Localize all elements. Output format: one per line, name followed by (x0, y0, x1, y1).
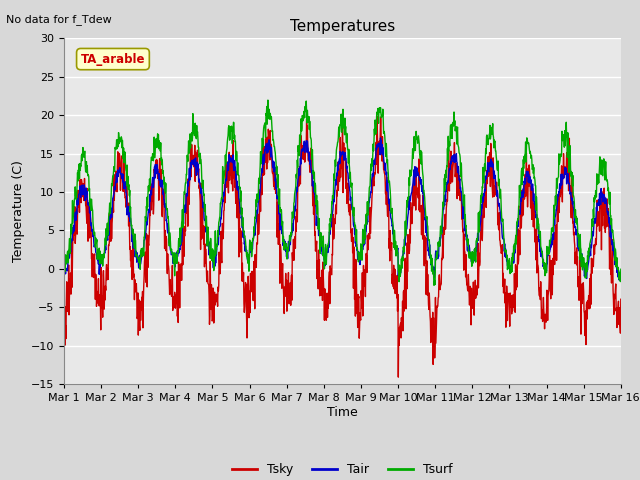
X-axis label: Time: Time (327, 406, 358, 419)
Tsurf (184, 158, 191, 164)
Tair (502, 254, 509, 260)
Tsurf (246, 243, 254, 249)
Tair (616, 278, 624, 284)
Text: No data for f_Tdew: No data for f_Tdew (6, 14, 112, 25)
Tsky (617, 296, 625, 302)
Tsurf (552, 193, 559, 199)
Tsky (552, 256, 559, 262)
Tair (377, 135, 385, 141)
Tsky (170, 303, 178, 309)
Tair (60, 268, 68, 274)
Tsky (184, 223, 191, 229)
Tsky (502, 316, 510, 322)
Tsurf (170, 264, 178, 269)
Tsky (394, 374, 402, 380)
Tair (617, 277, 625, 283)
Tair (184, 179, 191, 185)
Line: Tair: Tair (64, 138, 621, 281)
Tair (246, 249, 254, 255)
Tsurf (617, 266, 625, 272)
Tsky (339, 110, 346, 116)
Tsky (246, 310, 254, 315)
Tair (429, 264, 437, 270)
Tair (551, 215, 559, 220)
Tsurf (502, 251, 510, 256)
Legend: Tsky, Tair, Tsurf: Tsky, Tair, Tsurf (227, 458, 458, 480)
Line: Tsky: Tsky (64, 113, 621, 377)
Tsurf (429, 271, 437, 277)
Line: Tsurf: Tsurf (64, 100, 621, 285)
Tsurf (60, 267, 68, 273)
Tsky (60, 334, 68, 339)
Tsurf (430, 282, 438, 288)
Tsky (429, 315, 437, 321)
Y-axis label: Temperature (C): Temperature (C) (12, 160, 26, 262)
Tsurf (264, 97, 272, 103)
Title: Temperatures: Temperatures (290, 20, 395, 35)
Tair (170, 260, 178, 266)
Text: TA_arable: TA_arable (81, 53, 145, 66)
